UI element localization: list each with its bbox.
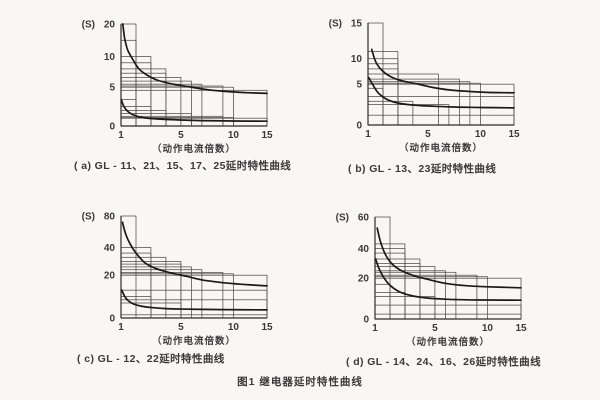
x-tick-label: 10	[228, 130, 240, 141]
tolerance-box	[367, 78, 460, 126]
tolerance-box	[374, 313, 522, 320]
tolerance-box	[120, 273, 234, 319]
chart-c: 0 20 40 80 (S) 1 5 10 15 （动作电流倍数）	[76, 202, 276, 348]
chart-a: 0 5 10 20 (S) 1 5 10 15 （动作电流倍数）	[76, 10, 276, 156]
y-tick-label: 0	[363, 315, 369, 326]
x-tick-label: 10	[475, 129, 487, 140]
lower-limit-curve	[120, 98, 268, 123]
x-tick-label: 15	[261, 130, 273, 141]
x-tick-label: 15	[508, 129, 520, 140]
tolerance-box	[374, 216, 391, 320]
chart-c-caption: ( c) GL - 12、22延时特性曲线	[77, 353, 225, 365]
y-tick-label: 5	[109, 83, 115, 94]
tolerance-box	[367, 82, 481, 126]
x-axis-label: （动作电流倍数）	[152, 335, 236, 347]
lower-limit-curve	[374, 258, 522, 302]
x-tick-label: 5	[178, 130, 184, 141]
x-tick-label: 10	[482, 323, 494, 334]
chart-b: 0 5 10 15 (S) 1 5 10 15 （动作电流倍数）	[323, 9, 523, 155]
upper-limit-curve	[376, 227, 522, 289]
x-axis-label: （动作电流倍数）	[399, 142, 483, 154]
x-tick-label: 15	[515, 323, 527, 334]
chart-a-caption: ( a) GL - 11、21、15、17、25延时特性曲线	[74, 160, 292, 172]
x-tick-label: 15	[261, 322, 273, 333]
x-tick-label: 1	[365, 129, 371, 140]
y-tick-label: 0	[109, 122, 115, 133]
tolerance-box	[120, 117, 268, 127]
lower-limit-curve	[120, 289, 268, 311]
y-tick-label: 60	[358, 213, 370, 224]
upper-limit-curve	[121, 221, 268, 287]
x-tick-label: 1	[372, 323, 378, 334]
chart-d-caption: ( d) GL - 14、24、16、26延时特性曲线	[346, 356, 541, 368]
tolerance-box	[367, 114, 515, 126]
y-tick-label: 10	[104, 52, 116, 63]
figure-caption: 图1 继电器延时特性曲线	[237, 376, 363, 388]
x-tick-label: 5	[425, 129, 431, 140]
lower-limit-curve	[367, 76, 515, 109]
x-axis-label: （动作电流倍数）	[406, 336, 490, 348]
tolerance-box	[374, 304, 522, 320]
y-axis-unit-label: (S)	[82, 212, 95, 223]
tolerance-box	[120, 117, 234, 127]
y-axis-unit-label: (S)	[336, 213, 349, 224]
y-tick-label: 20	[358, 274, 370, 285]
chart-b-caption: ( b) GL - 13、23延时特性曲线	[348, 163, 497, 175]
y-tick-label: 80	[104, 212, 116, 223]
y-axis-unit-label: (S)	[329, 19, 342, 30]
tolerance-box	[367, 104, 450, 126]
upper-limit-curve	[370, 48, 515, 94]
tolerance-box	[120, 289, 268, 319]
x-tick-label: 1	[118, 322, 124, 333]
x-tick-label: 1	[118, 130, 124, 141]
x-tick-label: 10	[228, 322, 240, 333]
y-tick-label: 0	[356, 121, 362, 132]
y-tick-label: 20	[104, 20, 116, 31]
y-tick-label: 5	[356, 80, 362, 91]
y-tick-label: 40	[358, 244, 370, 255]
y-tick-label: 15	[351, 19, 363, 30]
x-tick-label: 5	[178, 322, 184, 333]
chart-d: 0 20 40 60 (S) 1 5 10 15 （动作电流倍数）	[330, 203, 530, 349]
tolerance-box	[367, 87, 384, 126]
upper-limit-curve	[121, 23, 268, 95]
y-tick-label: 0	[109, 314, 115, 325]
x-tick-label: 5	[432, 323, 438, 334]
y-tick-label: 40	[104, 243, 116, 254]
y-axis-unit-label: (S)	[82, 20, 95, 31]
x-axis-label: （动作电流倍数）	[152, 143, 236, 155]
y-tick-label: 10	[351, 54, 363, 65]
y-tick-label: 20	[104, 271, 116, 282]
